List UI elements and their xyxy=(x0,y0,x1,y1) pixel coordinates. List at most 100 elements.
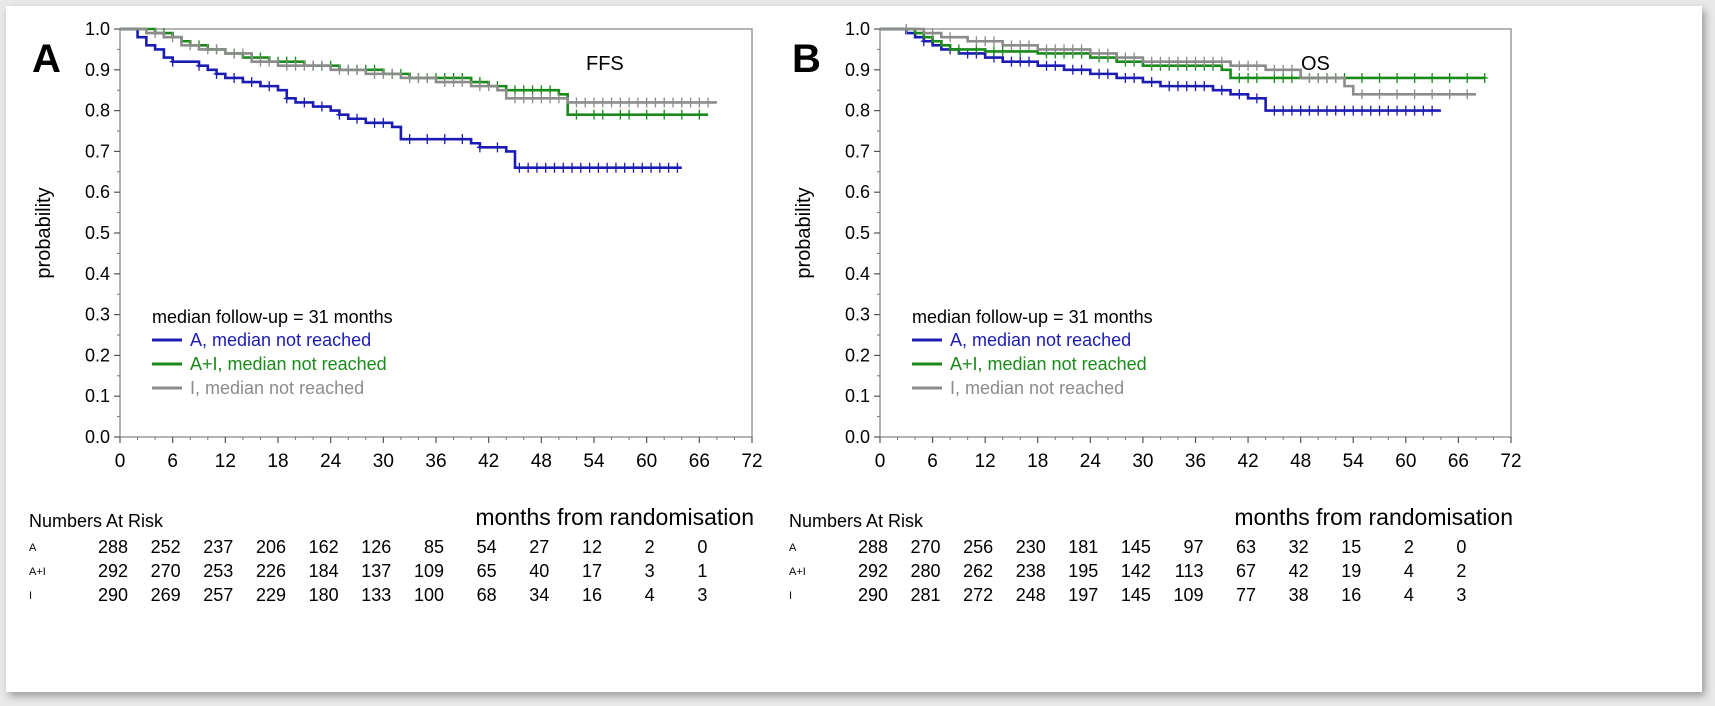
at-risk-cell: 16 xyxy=(582,585,602,605)
censor-mark xyxy=(1245,60,1252,71)
x-tick-label: 72 xyxy=(741,451,762,472)
censor-mark xyxy=(1306,105,1313,116)
at-risk-cell: 34 xyxy=(529,585,549,605)
at-risk-cell: 15 xyxy=(1341,537,1361,557)
censor-mark xyxy=(231,48,238,59)
at-risk-cell: 16 xyxy=(1341,585,1361,605)
censor-mark xyxy=(1280,64,1287,75)
censor-mark xyxy=(1359,105,1366,116)
at-risk-cell: 1 xyxy=(697,561,707,581)
censor-mark xyxy=(973,36,980,47)
censor-mark xyxy=(450,77,457,88)
censor-mark xyxy=(1218,56,1225,67)
x-tick-label: 0 xyxy=(115,451,126,472)
legend-entry: A+I, median not reached xyxy=(190,354,387,374)
censor-mark xyxy=(1017,56,1024,67)
censor-mark xyxy=(152,28,159,39)
at-risk-cell: 12 xyxy=(582,537,602,557)
censor-mark xyxy=(573,109,580,120)
y-tick-label: 0.7 xyxy=(85,141,110,161)
at-risk-cell: 237 xyxy=(203,537,233,557)
censor-mark xyxy=(213,68,220,79)
km-figure: A FFS 0.0 0.1 0.2 0.3 0.4 0.5 0.6 0.7 0.8 0.9 1.0 0 6 1… xyxy=(29,19,1522,605)
censor-mark xyxy=(990,46,997,57)
at-risk-cell: 137 xyxy=(361,561,391,581)
at-risk-cell: 257 xyxy=(203,585,233,605)
x-axis-label: months from randomisation xyxy=(475,504,754,530)
censor-mark xyxy=(1236,72,1243,83)
censor-mark xyxy=(670,97,676,108)
censor-mark xyxy=(1429,89,1436,100)
censor-mark xyxy=(591,109,597,120)
x-tick-label: 42 xyxy=(478,451,499,472)
y-tick-label: 0.0 xyxy=(85,427,110,447)
censor-mark xyxy=(1104,68,1111,79)
censor-mark xyxy=(424,134,431,145)
at-risk-cell: 270 xyxy=(151,561,181,581)
censor-mark xyxy=(1464,72,1471,83)
x-tick-label: 30 xyxy=(1132,451,1153,472)
censor-mark xyxy=(608,97,615,108)
at-risk-cell: 145 xyxy=(1121,537,1151,557)
at-risk-cell: 77 xyxy=(1236,585,1256,605)
censor-mark xyxy=(1122,52,1129,63)
y-axis-label: probability xyxy=(33,187,55,278)
censor-mark xyxy=(525,162,532,173)
x-tick-label: 60 xyxy=(1395,451,1416,472)
censor-mark xyxy=(187,40,194,51)
censor-mark xyxy=(1323,72,1330,83)
censor-mark xyxy=(1280,105,1287,116)
panel-letter: B xyxy=(792,37,821,81)
at-risk-cell: 109 xyxy=(1173,585,1203,605)
censor-mark xyxy=(257,56,264,67)
y-axis-label: probability xyxy=(793,187,815,278)
censor-mark xyxy=(542,162,549,173)
censor-mark xyxy=(1385,105,1392,116)
at-risk-row-label: A+I xyxy=(29,566,46,578)
at-risk-cell: 184 xyxy=(309,561,339,581)
censor-mark xyxy=(1446,89,1453,100)
figure-card: A FFS 0.0 0.1 0.2 0.3 0.4 0.5 0.6 0.7 0.8 0.9 1.0 0 6 1… xyxy=(6,6,1702,692)
censor-mark xyxy=(1061,44,1068,55)
censor-mark xyxy=(1376,105,1383,116)
y-tick-label: 1.0 xyxy=(85,19,110,39)
censor-mark xyxy=(569,162,576,173)
censor-mark xyxy=(678,97,685,108)
censor-mark xyxy=(1306,72,1313,83)
at-risk-cell: 269 xyxy=(151,585,181,605)
censor-mark xyxy=(301,60,308,71)
censor-mark xyxy=(1359,72,1366,83)
censor-mark xyxy=(1201,56,1208,67)
censor-mark xyxy=(656,162,663,173)
legend-entry: I, median not reached xyxy=(950,378,1124,398)
censor-mark xyxy=(1288,105,1295,116)
censor-mark xyxy=(380,68,387,79)
censor-mark xyxy=(1253,72,1260,83)
at-risk-row-label: A xyxy=(789,542,797,554)
x-tick-label: 66 xyxy=(689,451,710,472)
censor-mark xyxy=(1201,81,1208,92)
y-tick-label: 0.6 xyxy=(85,182,110,202)
censor-mark xyxy=(336,109,343,120)
censor-mark xyxy=(1122,72,1129,83)
censor-mark xyxy=(1078,44,1085,55)
censor-mark xyxy=(1043,44,1050,55)
at-risk-cell: 63 xyxy=(1236,537,1256,557)
at-risk-cell: 181 xyxy=(1068,537,1098,557)
at-risk-cell: 0 xyxy=(1456,537,1466,557)
censor-mark xyxy=(459,134,466,145)
at-risk-cell: 248 xyxy=(1016,585,1046,605)
censor-mark xyxy=(1052,44,1059,55)
at-risk-row-label: I xyxy=(789,590,792,602)
censor-mark xyxy=(424,72,431,83)
km-curve-i xyxy=(120,27,717,104)
censor-mark xyxy=(555,93,562,104)
y-tick-label: 0.8 xyxy=(845,101,870,121)
censor-mark xyxy=(1464,89,1471,100)
censor-mark xyxy=(621,162,628,173)
censor-mark xyxy=(595,162,602,173)
at-risk-cell: 133 xyxy=(361,585,391,605)
x-tick-label: 60 xyxy=(636,451,657,472)
censor-mark xyxy=(1131,72,1138,83)
censor-mark xyxy=(1148,77,1155,88)
